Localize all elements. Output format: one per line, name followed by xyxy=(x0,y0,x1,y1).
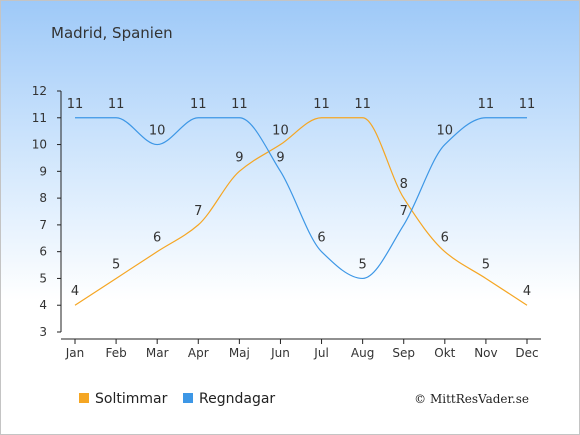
y-tick-label: 11 xyxy=(32,111,47,125)
data-label-regndagar: 7 xyxy=(400,204,408,219)
x-tick-label: Maj xyxy=(229,346,250,360)
legend: Soltimmar Regndagar xyxy=(79,391,275,407)
data-label-soltimmar: 11 xyxy=(313,97,330,112)
x-tick-label: Dec xyxy=(515,346,538,360)
data-label-regndagar: 11 xyxy=(478,97,495,112)
data-label-regndagar: 11 xyxy=(231,97,248,112)
data-label-regndagar: 10 xyxy=(149,124,166,139)
data-label-soltimmar: 11 xyxy=(354,97,371,112)
y-tick-label: 5 xyxy=(39,271,47,285)
data-label-soltimmar: 5 xyxy=(482,257,490,272)
x-tick-label: Apr xyxy=(188,346,209,360)
series-line-regndagar xyxy=(75,117,527,280)
y-tick-label: 4 xyxy=(39,298,47,312)
x-tick-label: Sep xyxy=(392,346,415,360)
y-tick-label: 6 xyxy=(39,245,47,259)
axes: 3 4 5 6 7 8 9 10 11 12 Jan Feb Mar Apr Maj Jun Jul Aug Sep… xyxy=(32,84,541,360)
data-label-soltimmar: 10 xyxy=(272,124,289,139)
y-tick-label: 9 xyxy=(39,164,47,178)
data-label-regndagar: 11 xyxy=(108,97,125,112)
y-tick-label: 10 xyxy=(32,138,47,152)
series-layer xyxy=(74,117,528,306)
legend-label-regndagar: Regndagar xyxy=(199,391,275,407)
x-tick-label: Jan xyxy=(65,346,85,360)
x-tick-label: Aug xyxy=(351,346,374,360)
legend-swatch-regndagar xyxy=(183,393,193,403)
legend-label-soltimmar: Soltimmar xyxy=(95,391,168,407)
data-label-soltimmar: 6 xyxy=(441,231,449,246)
y-tick-label: 7 xyxy=(39,218,47,232)
series-line-soltimmar xyxy=(74,117,528,306)
data-label-regndagar: 11 xyxy=(190,97,207,112)
data-label-soltimmar: 4 xyxy=(523,284,531,299)
x-tick-label: Mar xyxy=(146,346,169,360)
data-label-regndagar: 11 xyxy=(519,97,536,112)
data-label-soltimmar: 4 xyxy=(71,284,79,299)
x-tick-label: Jul xyxy=(313,346,328,360)
y-tick-label: 3 xyxy=(39,325,47,339)
chart-title: Madrid, Spanien xyxy=(51,24,173,42)
x-tick-label: Nov xyxy=(474,346,497,360)
y-tick-label: 8 xyxy=(39,191,47,205)
data-label-soltimmar: 9 xyxy=(235,150,243,165)
data-label-regndagar: 10 xyxy=(437,124,454,139)
data-label-regndagar: 6 xyxy=(317,231,325,246)
data-labels: 4 5 6 7 9 10 11 11 8 6 5 4 11 11 10 11 11 9 6 5 7 10 11 11 xyxy=(67,97,536,299)
credit-text: © MittResVader.se xyxy=(414,392,529,406)
data-label-soltimmar: 7 xyxy=(194,204,202,219)
data-label-soltimmar: 8 xyxy=(400,177,408,192)
y-tick-label: 12 xyxy=(32,84,47,98)
legend-swatch-soltimmar xyxy=(79,393,89,403)
x-tick-label: Okt xyxy=(434,346,455,360)
x-tick-label: Feb xyxy=(105,346,126,360)
data-label-regndagar: 11 xyxy=(67,97,84,112)
data-label-soltimmar: 5 xyxy=(112,257,120,272)
x-tick-label: Jun xyxy=(270,346,290,360)
data-label-regndagar: 5 xyxy=(358,257,366,272)
data-label-regndagar: 9 xyxy=(276,150,284,165)
data-label-soltimmar: 6 xyxy=(153,231,161,246)
